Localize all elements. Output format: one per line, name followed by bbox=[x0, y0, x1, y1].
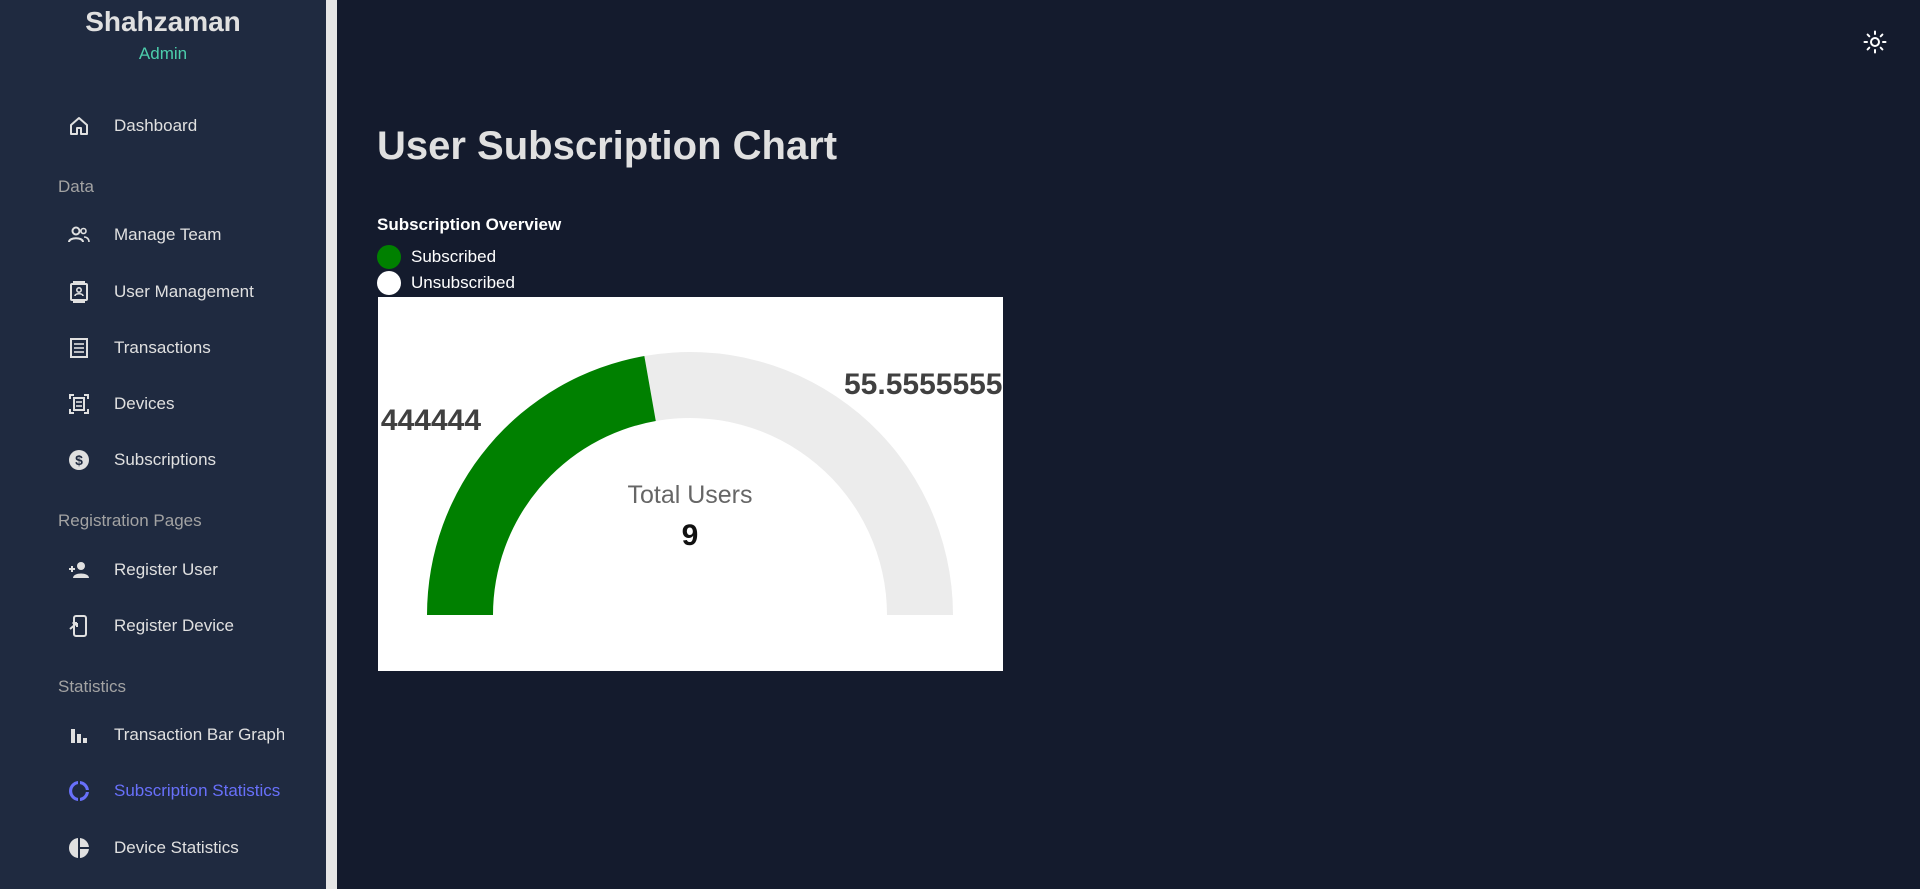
legend-label: Subscribed bbox=[411, 247, 497, 266]
sidebar-item-transaction-bar-graph[interactable]: Transaction Bar Graph bbox=[0, 712, 326, 758]
chart-center-label: Total Users bbox=[627, 481, 752, 509]
sidebar-item-label: Subscriptions bbox=[114, 450, 217, 469]
sidebar-item-user-management[interactable]: User Management bbox=[0, 269, 326, 315]
legend-item-unsubscribed: Unsubscribed bbox=[377, 271, 515, 295]
chart-slice-subscribed bbox=[427, 355, 656, 615]
sidebar-item-label: Transaction Bar Graph bbox=[114, 725, 284, 744]
chart-svg: Total Users 9 444444 55.5555555 bbox=[381, 352, 1003, 615]
sidebar-item-label: Register User bbox=[114, 560, 218, 579]
sidebar-item-label: User Management bbox=[114, 282, 254, 301]
legend-item-subscribed: Subscribed bbox=[377, 245, 496, 269]
sidebar-item-devices[interactable]: Devices bbox=[0, 381, 326, 427]
sidebar: Shahzaman Admin Dashboard Data Manage Te… bbox=[0, 0, 326, 889]
page-title: User Subscription Chart bbox=[377, 124, 838, 168]
legend-label: Unsubscribed bbox=[411, 273, 515, 292]
sidebar-item-dashboard[interactable]: Dashboard bbox=[0, 103, 326, 149]
sidebar-item-label: Devices bbox=[114, 394, 175, 413]
sidebar-item-label: Device Statistics bbox=[114, 838, 239, 857]
chart-data-label-unsubscribed: 55.5555555 bbox=[844, 368, 1003, 401]
sidebar-item-label: Manage Team bbox=[114, 225, 222, 244]
chart-center-value: 9 bbox=[682, 519, 699, 552]
sidebar-item-subscriptions[interactable]: $ Subscriptions bbox=[0, 437, 326, 483]
chart-slice-unsubscribed bbox=[644, 352, 953, 615]
sidebar-item-subscription-statistics[interactable]: Subscription Statistics bbox=[0, 768, 326, 814]
svg-text:$: $ bbox=[75, 452, 83, 468]
dollar-circle-icon: $ bbox=[67, 448, 91, 472]
subscription-chart: Total Users 9 444444 55.5555555 bbox=[378, 297, 1003, 671]
section-title-registration: Registration Pages bbox=[58, 511, 202, 530]
sidebar-item-device-statistics[interactable]: Device Statistics bbox=[0, 825, 326, 871]
person-add-icon bbox=[67, 558, 91, 582]
legend-swatch-subscribed bbox=[377, 245, 401, 269]
donut-chart-icon bbox=[67, 779, 91, 803]
phone-forward-icon bbox=[67, 614, 91, 638]
people-icon bbox=[67, 223, 91, 247]
section-title-statistics: Statistics bbox=[58, 677, 127, 696]
home-icon bbox=[67, 114, 91, 138]
profile-name: Shahzaman bbox=[85, 6, 241, 37]
sidebar-item-transactions[interactable]: Transactions bbox=[0, 325, 326, 371]
section-title-data: Data bbox=[58, 177, 94, 196]
device-scan-icon bbox=[67, 392, 91, 416]
sidebar-item-label: Register Device bbox=[114, 616, 234, 635]
bar-chart-icon bbox=[67, 723, 91, 747]
sidebar-item-register-device[interactable]: Register Device bbox=[0, 603, 326, 649]
theme-toggle-button[interactable] bbox=[1860, 29, 1890, 59]
sidebar-item-label: Transactions bbox=[114, 338, 211, 357]
sidebar-item-register-user[interactable]: Register User bbox=[0, 547, 326, 593]
chart-section-title: Subscription Overview bbox=[377, 215, 562, 234]
contact-card-icon bbox=[67, 280, 91, 304]
profile-role: Admin bbox=[138, 44, 188, 63]
chart-data-label-subscribed: 444444 bbox=[381, 404, 481, 437]
legend-swatch-unsubscribed bbox=[377, 271, 401, 295]
sidebar-divider bbox=[326, 0, 337, 889]
sun-icon bbox=[1863, 30, 1887, 59]
pie-chart-icon bbox=[67, 836, 91, 860]
receipt-icon bbox=[67, 336, 91, 360]
sidebar-item-label: Dashboard bbox=[114, 116, 198, 135]
sidebar-item-label: Subscription Statistics bbox=[114, 781, 281, 800]
sidebar-item-manage-team[interactable]: Manage Team bbox=[0, 212, 326, 258]
